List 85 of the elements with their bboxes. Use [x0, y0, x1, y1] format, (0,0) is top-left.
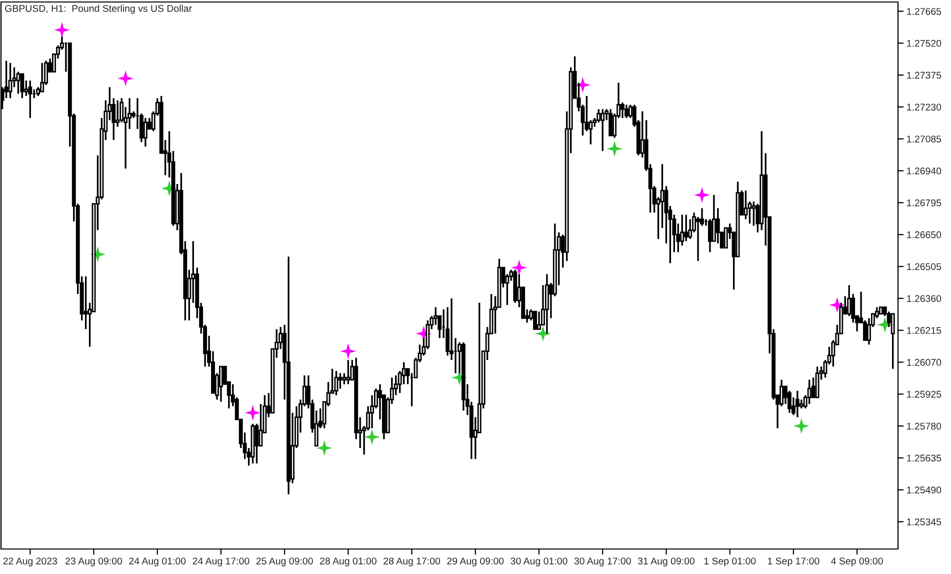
y-tick-label: 1.26215 [907, 327, 942, 334]
point [876, 316, 893, 333]
candlestick [624, 104, 628, 119]
candlestick [258, 403, 263, 447]
x-tick-label: 28 Aug 01:00 [320, 558, 376, 566]
point [511, 260, 528, 276]
y-tick-label: 1.25345 [907, 518, 942, 526]
candlestick [334, 370, 338, 396]
y-tick-label: 1.25780 [907, 422, 942, 430]
y-tick-label: 1.27085 [907, 136, 942, 142]
candlestick [795, 390, 800, 418]
candlestick [116, 100, 120, 128]
point [793, 418, 810, 434]
y-tick-label: 1.25925 [907, 390, 942, 398]
candlestick [807, 378, 812, 405]
candlestick [533, 310, 537, 330]
y-tick-label: 1.26070 [907, 358, 942, 366]
candlestick [16, 70, 20, 95]
candlestick [588, 119, 593, 146]
point [244, 404, 261, 421]
y-tick-label: 1.27520 [907, 40, 942, 47]
candlestick [620, 102, 624, 119]
candlestick [434, 306, 438, 326]
y-tick-label: 1.26940 [907, 168, 942, 174]
y-tick-label: 1.26505 [907, 263, 942, 270]
point [829, 297, 846, 313]
candlestick [8, 62, 12, 99]
candlestick [780, 378, 784, 408]
candlestick [84, 276, 88, 330]
candlestick [338, 372, 342, 390]
candlestick [219, 366, 223, 403]
candlestick [20, 73, 24, 99]
candlestick [890, 312, 895, 370]
y-tick-label: 1.27665 [907, 8, 942, 15]
y-tick-label: 1.26360 [907, 295, 942, 302]
candlestick [608, 108, 613, 136]
candlestick [596, 108, 601, 124]
candlestick [28, 80, 32, 119]
point [606, 140, 622, 157]
candlestick [716, 207, 720, 244]
candlestick [143, 117, 148, 148]
point [54, 22, 70, 38]
y-tick-label: 1.25635 [907, 454, 942, 462]
y-tick-label: 1.26650 [907, 231, 942, 238]
point [364, 429, 380, 445]
candlestick [724, 227, 728, 248]
x-tick-label: 25 Aug 09:00 [256, 558, 313, 566]
candlestick [342, 372, 346, 386]
candlestick [867, 317, 871, 346]
candlestick [684, 214, 688, 242]
y-tick-label: 1.25490 [907, 486, 942, 494]
x-tick-label: 29 Aug 09:00 [447, 558, 504, 566]
x-tick-label: 24 Aug 01:00 [129, 558, 186, 566]
point [118, 70, 134, 86]
candlestick [788, 390, 792, 414]
x-tick-label: 28 Aug 17:00 [384, 558, 440, 566]
x-tick-label: 22 Aug 2023 [3, 558, 58, 566]
x-tick-label: 30 Aug 01:00 [510, 558, 568, 566]
y-tick-label: 1.26795 [907, 199, 942, 206]
chart-title: GBPUSD, H1: Pound Sterling vs US Dollar [5, 4, 192, 14]
x-tick-label: 31 Aug 09:00 [638, 558, 695, 566]
point [694, 187, 710, 203]
x-tick-label: 23 Aug 09:00 [66, 558, 122, 566]
point [574, 77, 591, 93]
x-tick-label: 1 Sep 17:00 [768, 558, 820, 566]
candlestick [847, 284, 852, 317]
x-tick-label: 1 Sep 01:00 [704, 558, 756, 566]
candlestick [40, 62, 44, 92]
point [316, 440, 332, 456]
x-tick-label: 30 Aug 17:00 [574, 558, 631, 566]
y-tick-label: 1.27230 [907, 104, 942, 111]
candlestick [863, 320, 867, 342]
candlestick [346, 359, 350, 386]
candlestick [744, 190, 748, 220]
candlestick [752, 200, 756, 227]
point [535, 326, 551, 342]
point [340, 343, 356, 360]
candlestick [537, 310, 541, 330]
x-tick-label: 4 Sep 09:00 [831, 558, 883, 566]
candlestick [708, 218, 712, 254]
candlestick [600, 108, 605, 152]
candlestick [696, 216, 700, 262]
x-tick-label: 24 Aug 17:00 [192, 558, 250, 566]
candlestick [584, 95, 589, 132]
y-tick-label: 1.27375 [907, 72, 942, 79]
